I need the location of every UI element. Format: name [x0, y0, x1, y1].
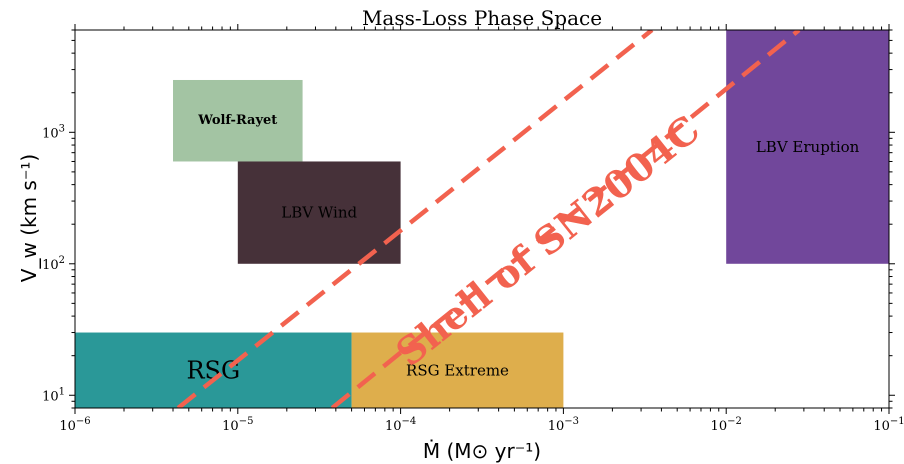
- x-tick-label: 10−5: [222, 416, 253, 434]
- region-label-0: Wolf-Rayet: [197, 113, 277, 128]
- y-tick-label: 103: [42, 123, 65, 141]
- y-axis-label: V_w (km s⁻¹): [17, 154, 41, 282]
- x-tick-label: 10−1: [873, 416, 904, 434]
- plot-frame: [74, 29, 890, 409]
- axes-frame: [74, 29, 890, 409]
- shell-line-0: [176, 30, 654, 408]
- x-tick-label: 10−6: [59, 416, 90, 434]
- chart-title: Mass-Loss Phase Space: [362, 6, 602, 30]
- x-tick-label: 10−3: [548, 416, 579, 434]
- region-label-1: LBV Wind: [281, 204, 357, 222]
- y-tick-label: 101: [42, 386, 65, 404]
- x-axis-label: Ṁ (M⊙ yr⁻¹): [423, 439, 541, 463]
- region-box-3: [75, 332, 352, 408]
- region-box-0: [173, 79, 303, 162]
- region-label-2: LBV Eruption: [756, 138, 860, 156]
- region-box-4: [351, 332, 564, 408]
- x-tick-label: 10−4: [385, 416, 416, 434]
- y-tick-label: 102: [42, 255, 65, 273]
- region-box-1: [237, 161, 401, 264]
- region-label-4: RSG Extreme: [406, 361, 509, 379]
- shell-lines-layer: [176, 30, 801, 408]
- shell-line-1: [330, 30, 801, 408]
- x-tick-label: 10−2: [711, 416, 742, 434]
